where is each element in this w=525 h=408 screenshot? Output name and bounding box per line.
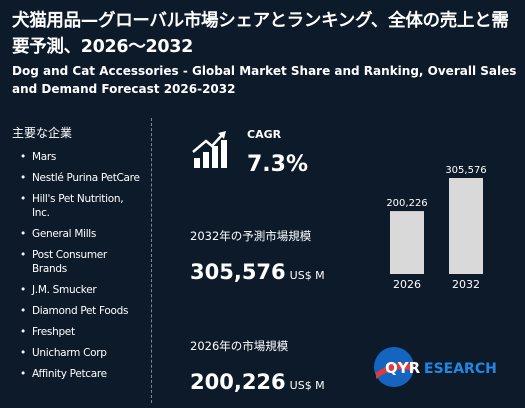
list-item: Unicharm Corp xyxy=(20,346,140,360)
qyresearch-logo: QYR ESEARCH xyxy=(374,347,497,387)
data-label-2032: 305,576 xyxy=(445,165,486,176)
list-item: Affinity Petcare xyxy=(20,367,140,381)
current-value: 200,226 US$ M xyxy=(190,370,325,394)
list-item: General Mills xyxy=(20,227,140,241)
market-size-chart: 200,226 2026 305,576 2032 xyxy=(386,165,486,291)
list-item: Nestlé Purina PetCare xyxy=(20,171,140,185)
data-label-2026: 200,226 xyxy=(386,198,427,209)
page-title: 犬猫用品—グローバル市場シェアとランキング、全体の売上と需要予測、2026～20… xyxy=(12,11,509,57)
list-item: J.M. Smucker xyxy=(20,283,140,297)
forecast-number: 305,576 xyxy=(190,260,286,284)
current-label: 2026年の市場規模 xyxy=(190,339,289,353)
list-item: Diamond Pet Foods xyxy=(20,304,140,318)
tick-label-2032: 2032 xyxy=(452,278,480,291)
companies-heading: 主要な企業 xyxy=(12,126,73,140)
current-number: 200,226 xyxy=(190,370,286,394)
bar-growth-arrow-icon xyxy=(192,131,227,168)
list-item: Freshpet xyxy=(20,325,140,339)
page-subtitle: Dog and Cat Accessories - Global Market … xyxy=(12,64,517,96)
logo-text-part2: ESEARCH xyxy=(424,361,497,377)
cagr-value: 7.3% xyxy=(247,152,309,177)
bar-2026 xyxy=(390,211,424,274)
bar-2032 xyxy=(449,178,483,274)
forecast-label: 2032年の予測市場規模 xyxy=(190,229,312,243)
logo-text-part1: QYR xyxy=(385,359,421,377)
forecast-unit: US$ M xyxy=(289,269,325,282)
company-list: Mars Nestlé Purina PetCare Hill's Pet Nu… xyxy=(20,150,140,388)
tick-label-2026: 2026 xyxy=(393,278,421,291)
current-unit: US$ M xyxy=(289,379,325,392)
cagr-label: CAGR xyxy=(247,128,282,141)
list-item: Mars xyxy=(20,150,140,164)
forecast-value: 305,576 US$ M xyxy=(190,260,325,284)
list-item: Post Consumer Brands xyxy=(20,248,140,276)
divider xyxy=(151,118,152,403)
list-item: Hill's Pet Nutrition, Inc. xyxy=(20,192,140,220)
